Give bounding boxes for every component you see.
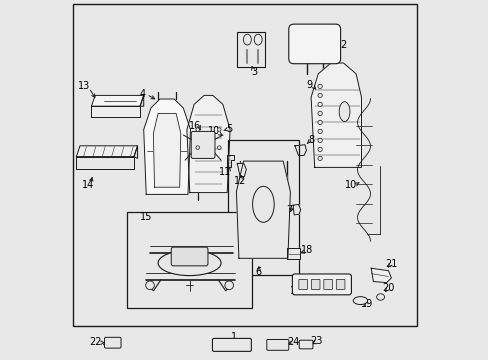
Text: 19: 19: [360, 299, 372, 309]
Text: 6: 6: [255, 267, 262, 277]
Ellipse shape: [376, 294, 384, 300]
Ellipse shape: [243, 34, 251, 45]
Circle shape: [317, 138, 322, 143]
FancyBboxPatch shape: [171, 247, 207, 266]
Polygon shape: [237, 163, 246, 177]
Ellipse shape: [339, 102, 349, 122]
FancyBboxPatch shape: [266, 339, 288, 350]
Text: 22: 22: [89, 337, 102, 347]
Text: 15: 15: [140, 212, 152, 222]
Circle shape: [317, 111, 322, 116]
Circle shape: [196, 128, 199, 131]
Polygon shape: [292, 204, 300, 215]
Polygon shape: [143, 99, 190, 194]
Text: 24: 24: [286, 337, 299, 347]
Polygon shape: [91, 106, 140, 117]
Ellipse shape: [158, 251, 221, 276]
Circle shape: [145, 281, 154, 289]
FancyBboxPatch shape: [292, 274, 351, 295]
Text: 20: 20: [382, 283, 394, 293]
Text: 9: 9: [305, 80, 312, 90]
FancyBboxPatch shape: [288, 24, 340, 64]
Text: 2: 2: [340, 40, 346, 50]
Ellipse shape: [252, 186, 274, 222]
Circle shape: [317, 147, 322, 152]
Polygon shape: [91, 95, 143, 106]
Circle shape: [317, 102, 322, 107]
Text: 3: 3: [251, 67, 257, 77]
Circle shape: [217, 128, 221, 131]
Text: 7: 7: [286, 204, 292, 215]
Text: 4: 4: [140, 89, 146, 99]
FancyBboxPatch shape: [104, 337, 121, 348]
Text: 12: 12: [233, 176, 245, 186]
Text: 5: 5: [225, 123, 232, 134]
Polygon shape: [186, 95, 230, 193]
Text: 18: 18: [300, 245, 312, 255]
Polygon shape: [134, 146, 137, 158]
Circle shape: [224, 281, 233, 289]
Text: 1: 1: [230, 332, 236, 342]
Text: 13: 13: [77, 81, 89, 91]
Text: 23: 23: [310, 336, 322, 346]
Circle shape: [317, 84, 322, 89]
Bar: [73, 4, 416, 326]
FancyBboxPatch shape: [311, 279, 319, 289]
Text: 10: 10: [207, 126, 220, 136]
Polygon shape: [227, 155, 233, 167]
Bar: [237, 32, 264, 67]
Polygon shape: [370, 268, 390, 283]
Text: 14: 14: [81, 180, 94, 190]
Polygon shape: [76, 146, 137, 157]
Bar: [127, 212, 251, 308]
Text: 16: 16: [189, 121, 201, 131]
Text: 17: 17: [289, 286, 302, 296]
Text: 10: 10: [345, 180, 357, 190]
FancyBboxPatch shape: [336, 279, 344, 289]
Polygon shape: [294, 145, 306, 156]
FancyBboxPatch shape: [323, 279, 332, 289]
Polygon shape: [236, 161, 290, 258]
Text: 8: 8: [308, 135, 314, 145]
Ellipse shape: [254, 34, 262, 45]
FancyBboxPatch shape: [191, 131, 215, 158]
Polygon shape: [153, 113, 181, 187]
Ellipse shape: [352, 297, 367, 305]
Circle shape: [317, 156, 322, 161]
Circle shape: [217, 146, 221, 149]
Bar: [228, 140, 298, 275]
Polygon shape: [76, 157, 134, 169]
Circle shape: [317, 129, 322, 134]
Polygon shape: [310, 63, 361, 167]
Polygon shape: [286, 248, 299, 259]
Text: 11: 11: [219, 167, 231, 177]
Circle shape: [317, 93, 322, 98]
FancyBboxPatch shape: [299, 340, 312, 349]
Polygon shape: [140, 95, 143, 106]
FancyBboxPatch shape: [298, 279, 307, 289]
Text: 21: 21: [385, 258, 397, 269]
Circle shape: [317, 120, 322, 125]
FancyBboxPatch shape: [212, 338, 251, 351]
Circle shape: [196, 146, 199, 149]
